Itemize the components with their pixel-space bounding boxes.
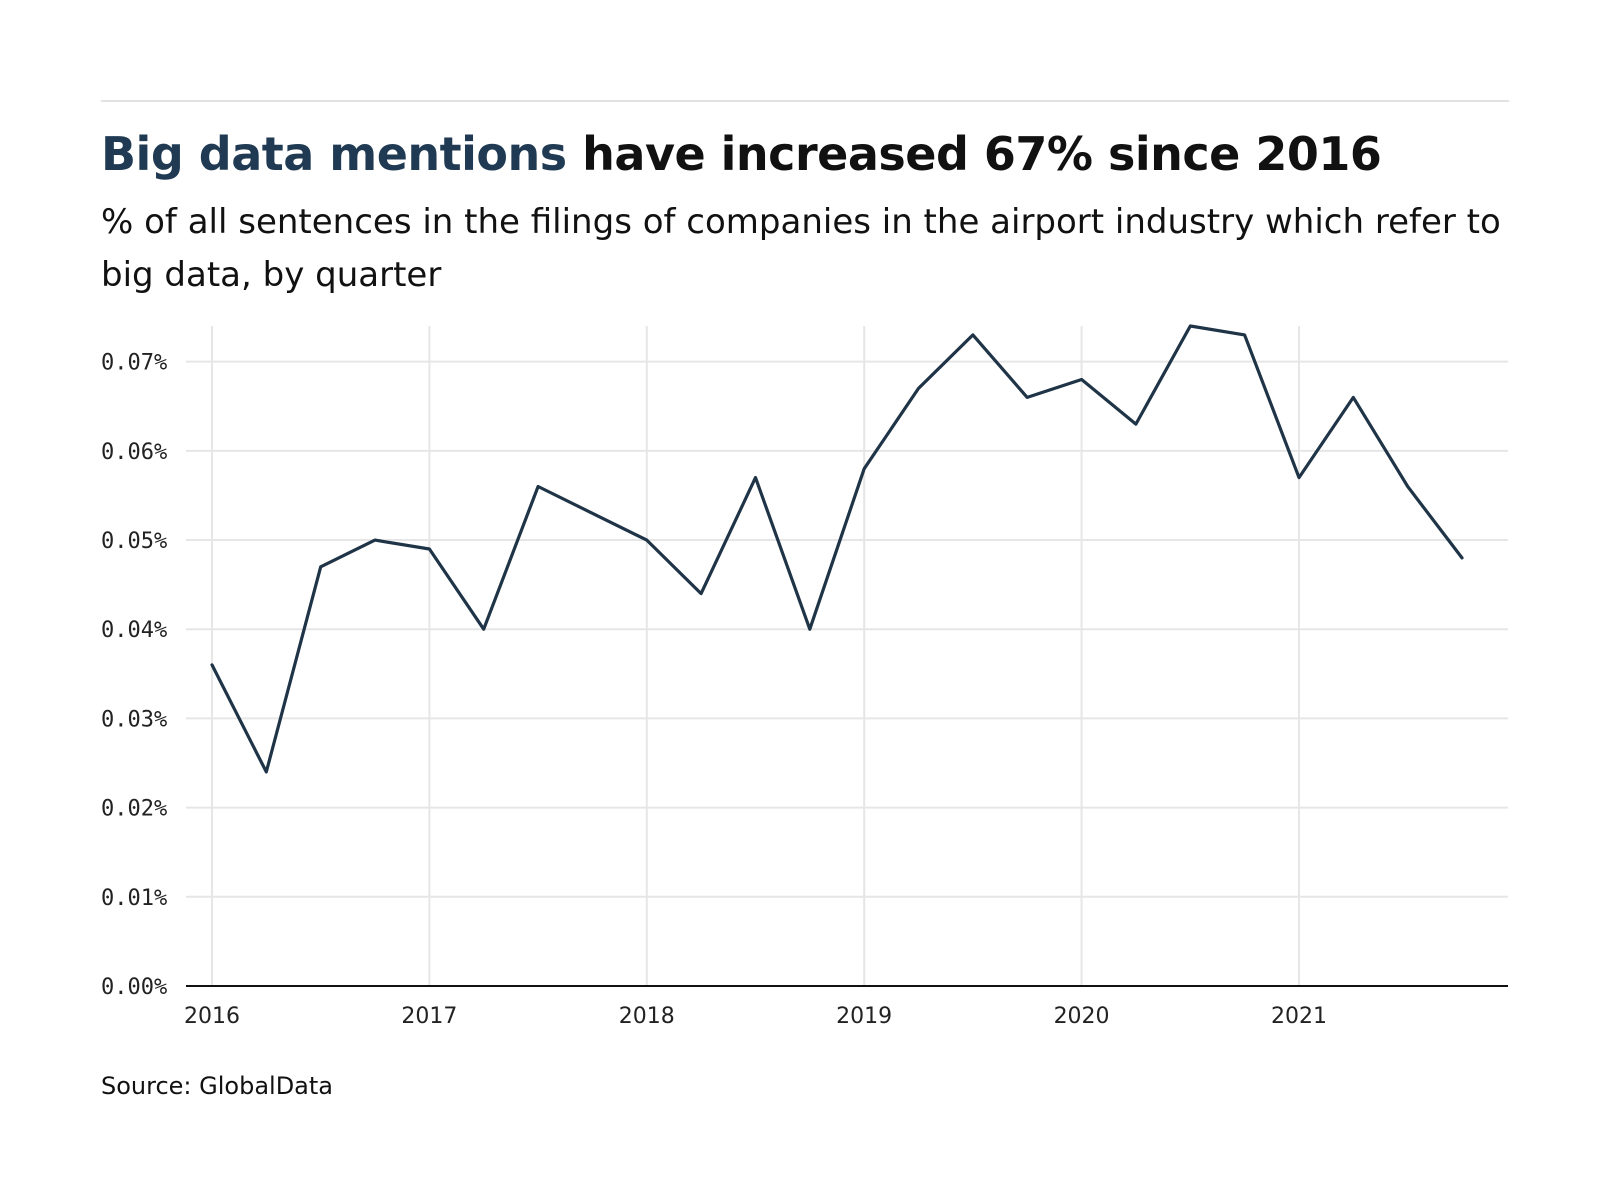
x-tick-label: 2020 [1054, 1004, 1110, 1029]
x-tick-label: 2016 [184, 1004, 240, 1029]
y-tick-label: 0.02% [101, 797, 167, 822]
data-point [210, 663, 214, 667]
data-point [1297, 476, 1301, 480]
data-point [1460, 556, 1464, 560]
data-point [1134, 422, 1138, 426]
y-tick-label: 0.06% [101, 440, 167, 465]
title-rest: have increased 67% since 2016 [566, 127, 1382, 181]
series-line [210, 324, 1464, 774]
x-tick-label: 2019 [836, 1004, 892, 1029]
data-point [373, 538, 377, 542]
data-point [1025, 395, 1029, 399]
y-tick-label: 0.05% [101, 529, 167, 554]
grid [186, 326, 1508, 986]
data-point [264, 770, 268, 774]
data-point [753, 476, 757, 480]
data-point [590, 511, 594, 515]
data-point [1406, 485, 1410, 489]
data-point [645, 538, 649, 542]
data-point [1351, 395, 1355, 399]
chart-title: Big data mentions have increased 67% sin… [101, 124, 1382, 184]
axes: 0.00% 0.01% 0.02% 0.03% 0.04% 0.05% 0.06% 0.07%… [101, 351, 1508, 1029]
data-point [482, 627, 486, 631]
x-tick-label: 2021 [1271, 1004, 1327, 1029]
top-divider [101, 100, 1509, 102]
y-tick-label: 0.01% [101, 886, 167, 911]
data-point [699, 592, 703, 596]
data-point [319, 565, 323, 569]
x-tick-label: 2017 [401, 1004, 457, 1029]
data-point [536, 485, 540, 489]
y-tick-label: 0.03% [101, 707, 167, 732]
data-point [1243, 333, 1247, 337]
y-tick-label: 0.04% [101, 618, 167, 643]
data-point [862, 467, 866, 471]
x-tick-label: 2018 [619, 1004, 675, 1029]
data-point [971, 333, 975, 337]
data-point [1188, 324, 1192, 328]
data-point [427, 547, 431, 551]
y-tick-label: 0.07% [101, 351, 167, 376]
source-note: Source: GlobalData [101, 1072, 334, 1100]
title-highlight: Big data mentions [101, 127, 567, 181]
data-point [808, 627, 812, 631]
line-chart: 0.00% 0.01% 0.02% 0.03% 0.04% 0.05% 0.06% 0.07%… [101, 324, 1508, 1029]
data-point [917, 386, 921, 390]
chart-subtitle: % of all sentences in the filings of com… [101, 202, 1501, 295]
y-tick-label: 0.00% [101, 975, 167, 1000]
series [210, 324, 1464, 774]
data-point [1080, 378, 1084, 382]
